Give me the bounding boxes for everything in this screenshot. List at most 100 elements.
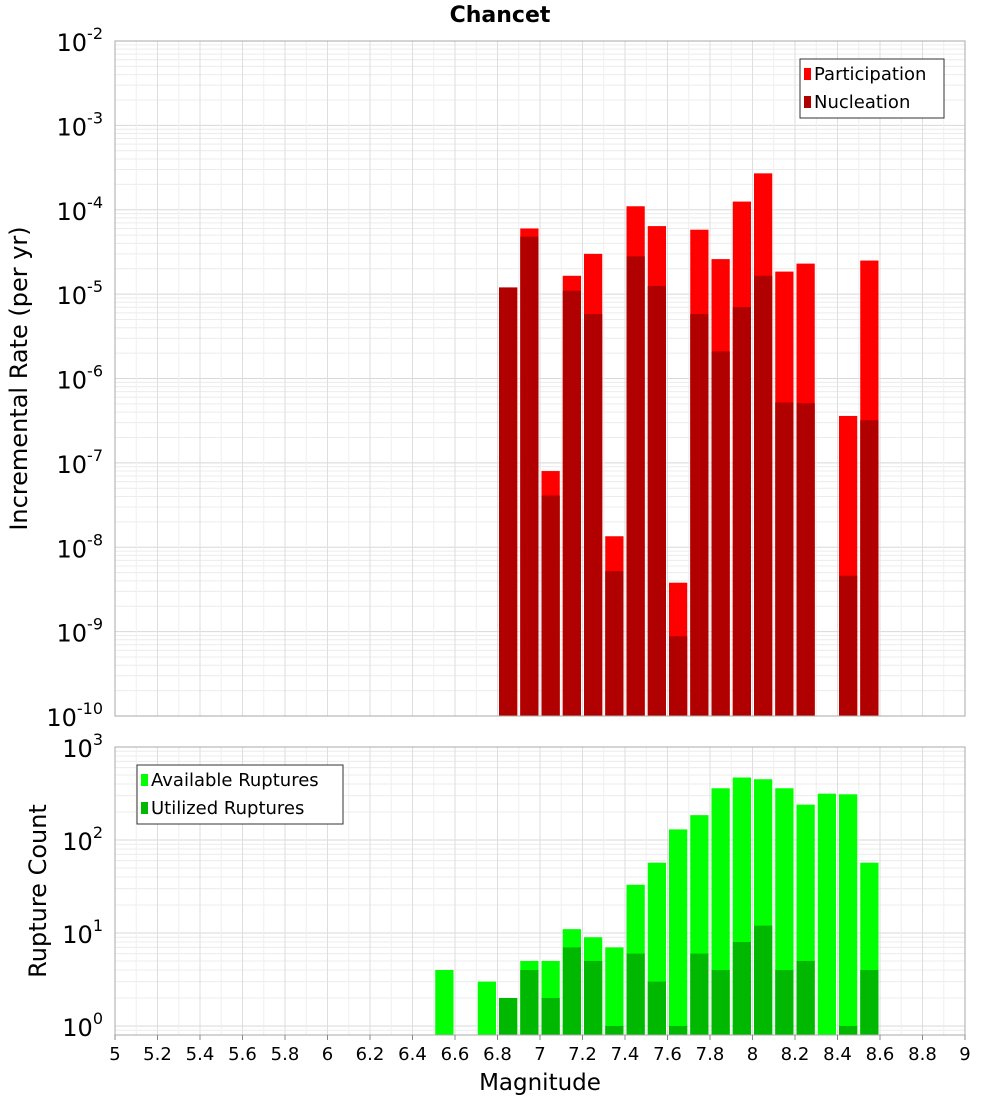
y-tick-label: 10-8 <box>57 530 104 563</box>
chart-title: Chancet <box>450 3 551 28</box>
y-tick-base: 10 <box>62 921 93 949</box>
x-tick-label: 6.2 <box>356 1044 385 1065</box>
y-tick-exponent: -2 <box>87 24 103 43</box>
bar-utilized-ruptures <box>796 960 815 1035</box>
y-tick-exponent: -7 <box>87 446 103 465</box>
y-tick-base: 10 <box>57 367 88 395</box>
y-tick-base: 10 <box>57 282 88 310</box>
y-tick-exponent: -9 <box>87 615 103 634</box>
bar-utilized-ruptures <box>605 1025 624 1035</box>
bar-available-ruptures <box>605 947 624 1035</box>
bar-available-ruptures <box>435 969 454 1035</box>
y-tick-base: 10 <box>62 735 93 763</box>
bar-available-ruptures <box>477 981 496 1035</box>
bar-utilized-ruptures <box>626 953 645 1035</box>
bar-utilized-ruptures <box>839 1025 858 1035</box>
x-tick-label: 8 <box>747 1044 758 1065</box>
y-tick-label: 10-6 <box>57 362 104 395</box>
plot-frame <box>114 40 966 717</box>
bar-utilized-ruptures <box>647 981 666 1035</box>
bar-available-ruptures <box>839 794 858 1035</box>
y-tick-label: 10-4 <box>57 193 104 226</box>
legend-box <box>799 58 945 119</box>
y-tick-base: 10 <box>57 29 88 57</box>
x-tick-label: 5.4 <box>186 1044 215 1065</box>
y-tick-base: 10 <box>46 704 77 732</box>
legend-label: Nucleation <box>814 92 910 113</box>
bar-nucleation <box>796 403 815 716</box>
y-axis-label: Incremental Rate (per yr) <box>5 226 33 530</box>
y-tick-exponent: -5 <box>87 277 103 296</box>
bar-utilized-ruptures <box>499 997 518 1035</box>
y-tick-label: 10-2 <box>57 24 104 57</box>
bar-nucleation <box>584 314 603 716</box>
bar-nucleation <box>711 351 730 716</box>
y-tick-exponent: 2 <box>93 823 103 842</box>
y-tick-exponent: 0 <box>93 1009 103 1028</box>
x-tick-label: 6.4 <box>398 1044 427 1065</box>
y-tick-base: 10 <box>57 620 88 648</box>
x-tick-label: 7.4 <box>611 1044 640 1065</box>
y-axis-label: Rupture Count <box>24 804 52 978</box>
y-tick-exponent: -6 <box>87 362 103 381</box>
y-tick-label: 10-5 <box>57 277 104 310</box>
bar-nucleation <box>605 571 624 716</box>
bar-utilized-ruptures <box>754 925 773 1035</box>
legend-swatch <box>141 802 148 814</box>
y-tick-exponent: 3 <box>93 730 103 749</box>
bar-utilized-ruptures <box>711 969 730 1035</box>
x-tick-label: 5.8 <box>271 1044 300 1065</box>
x-tick-label: 7.6 <box>653 1044 682 1065</box>
bar-available-ruptures <box>817 793 836 1035</box>
bar-nucleation <box>669 636 688 716</box>
y-tick-base: 10 <box>57 113 88 141</box>
x-tick-label: 6 <box>322 1044 333 1065</box>
x-tick-label: 5 <box>109 1044 120 1065</box>
x-tick-label: 7.8 <box>696 1044 725 1065</box>
legend-label: Utilized Ruptures <box>151 798 304 819</box>
bar-nucleation <box>541 495 560 716</box>
bar-nucleation <box>499 287 518 716</box>
bar-nucleation <box>754 275 773 716</box>
bar-nucleation <box>690 314 709 716</box>
y-tick-label: 10-10 <box>46 699 103 732</box>
x-tick-label: 9 <box>959 1044 970 1065</box>
x-tick-label: 8.8 <box>908 1044 937 1065</box>
y-tick-base: 10 <box>62 828 93 856</box>
bar-nucleation <box>626 256 645 716</box>
legend-box <box>136 764 344 825</box>
bar-nucleation <box>732 307 751 716</box>
bar-utilized-ruptures <box>562 947 581 1035</box>
x-tick-label: 8.2 <box>781 1044 810 1065</box>
legend-swatch <box>804 96 811 108</box>
bar-utilized-ruptures <box>584 960 603 1035</box>
y-tick-label: 102 <box>62 823 103 856</box>
x-axis-label: Magnitude <box>479 1070 601 1096</box>
x-tick-label: 7 <box>534 1044 545 1065</box>
x-tick-label: 8.4 <box>823 1044 852 1065</box>
bar-utilized-ruptures <box>690 953 709 1035</box>
bar-nucleation <box>562 290 581 716</box>
bar-utilized-ruptures <box>520 969 539 1035</box>
bar-available-ruptures <box>669 829 688 1035</box>
bar-utilized-ruptures <box>541 997 560 1035</box>
bar-nucleation <box>647 285 666 716</box>
bar-nucleation <box>775 402 794 716</box>
bar-utilized-ruptures <box>732 942 751 1035</box>
y-tick-exponent: 1 <box>93 916 103 935</box>
y-tick-exponent: -4 <box>87 193 103 212</box>
y-tick-exponent: -8 <box>87 530 103 549</box>
y-tick-base: 10 <box>57 535 88 563</box>
x-tick-label: 6.6 <box>441 1044 470 1065</box>
y-tick-exponent: -10 <box>77 699 103 718</box>
legend-swatch <box>141 774 148 786</box>
y-tick-label: 100 <box>62 1009 103 1042</box>
x-tick-label: 8.6 <box>866 1044 895 1065</box>
y-tick-exponent: -3 <box>87 108 103 127</box>
y-tick-label: 103 <box>62 730 103 763</box>
bar-nucleation <box>860 420 879 716</box>
x-tick-label: 7.2 <box>568 1044 597 1065</box>
y-tick-label: 10-3 <box>57 108 104 141</box>
y-tick-label: 10-7 <box>57 446 104 479</box>
y-tick-base: 10 <box>62 1014 93 1042</box>
